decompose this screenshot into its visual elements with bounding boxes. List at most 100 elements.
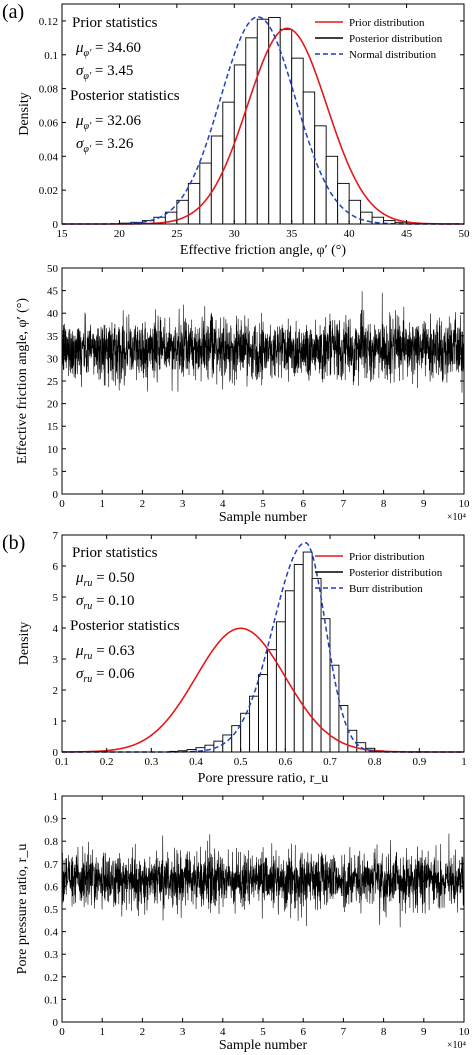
posterior-statistics-title: Posterior statistics [70, 88, 180, 104]
x-tick-label: 9 [421, 1026, 427, 1038]
x-tick-label: 0.3 [144, 756, 158, 768]
legend-label: Burr distribution [349, 583, 423, 595]
x-tick-label: 4 [220, 1026, 226, 1038]
histogram-bar [284, 590, 295, 753]
plot-frame-1 [61, 267, 465, 495]
panel-label: (a) [2, 1, 24, 23]
y-tick-label: 3 [53, 654, 59, 666]
histogram-bar [222, 101, 235, 225]
posterior-mean: μφ′ = 32.06 [75, 113, 141, 132]
y-tick-label: 7 [53, 530, 59, 542]
histogram-bar [249, 695, 259, 753]
x-tick-label: 40 [344, 228, 356, 240]
y-tick-label: 0.06 [39, 117, 59, 129]
y-tick-label: 10 [47, 444, 59, 456]
histogram-bar [291, 57, 304, 225]
x-tick-label: 6 [300, 498, 306, 510]
prior-std: σφ′ = 3.45 [76, 63, 133, 82]
histogram-bar [279, 28, 293, 225]
y-tick-label: 30 [47, 353, 59, 365]
y-tick-label: 50 [47, 263, 59, 275]
x-tick-label: 8 [381, 498, 387, 510]
y-tick-label: 0.1 [44, 994, 58, 1006]
y-tick-label: 4 [53, 623, 59, 635]
x-tick-label: 0.5 [234, 756, 248, 768]
y-tick-label: 45 [47, 286, 59, 298]
plot-frame-3 [61, 795, 465, 1023]
y-tick-label: 20 [47, 399, 59, 411]
legend-label: Prior distribution [349, 551, 425, 563]
plot-frame-0 [61, 3, 465, 225]
histogram-bar [268, 17, 281, 225]
x-tick-label: 0.7 [323, 756, 337, 768]
histogram-bar [199, 162, 212, 225]
y-axis-label: Effective friction angle, φ′ (°) [15, 298, 30, 464]
histogram-bar [210, 135, 224, 225]
histogram-bar [302, 91, 316, 225]
x-tick-label: 0.4 [189, 756, 203, 768]
histogram-bar [176, 199, 189, 225]
posterior-mean: μru = 0.63 [75, 643, 135, 662]
histogram-bar [348, 199, 362, 225]
y-tick-label: 5 [53, 592, 59, 604]
posterior-std: σφ′ = 3.26 [76, 136, 134, 155]
y-tick-label: 0.9 [44, 814, 58, 826]
x-tick-label: 0.6 [278, 756, 292, 768]
x-tick-label: 3 [180, 1026, 186, 1038]
histogram-bar [258, 674, 268, 753]
x-tick-label: 2 [140, 1026, 146, 1038]
posterior-statistics-title: Posterior statistics [70, 618, 180, 634]
y-tick-label: 0.12 [39, 16, 58, 28]
y-tick-label: 35 [47, 331, 59, 343]
histogram-bar [267, 649, 277, 753]
x-tick-label: 8 [381, 1026, 387, 1038]
y-tick-label: 0.4 [44, 927, 58, 939]
x-axis-label: Sample number [219, 1038, 308, 1053]
y-tick-label: 25 [47, 376, 59, 388]
x-tick-label: 10 [459, 498, 471, 510]
y-tick-label: 0.1 [44, 50, 58, 62]
histogram-bar [233, 64, 247, 225]
x-tick-label: 30 [229, 228, 241, 240]
y-tick-label: 0 [53, 489, 59, 501]
x-tick-label: 4 [220, 498, 226, 510]
y-tick-label: 6 [53, 561, 59, 573]
x-axis-label: Sample number [219, 510, 308, 525]
prior-std: σru = 0.10 [76, 593, 135, 612]
x-tick-label: 1 [461, 756, 467, 768]
y-axis-label: Pore pressure ratio, r_u [15, 844, 30, 975]
x-tick-label: 1 [99, 498, 105, 510]
x-tick-label: 7 [341, 1026, 347, 1038]
y-tick-label: 0 [53, 747, 59, 759]
x-tick-label: 1 [99, 1026, 105, 1038]
histogram-bar [325, 155, 339, 225]
x-tick-label: 45 [401, 228, 413, 240]
y-tick-label: 40 [47, 308, 59, 320]
y-tick-label: 0.3 [44, 949, 58, 961]
x-axis-label: Pore pressure ratio, r_u [198, 771, 329, 786]
histogram-bar [240, 712, 251, 753]
x-tick-label: 5 [260, 498, 266, 510]
panel-label: (b) [2, 532, 25, 554]
y-axis-label: Density [17, 622, 32, 666]
x-tick-label: 35 [286, 228, 298, 240]
x-tick-label: 7 [341, 498, 347, 510]
y-tick-label: 0 [53, 1017, 59, 1029]
legend-label: Posterior distribution [349, 567, 443, 579]
histogram-bar [347, 729, 358, 753]
x-tick-label: 0.1 [55, 756, 69, 768]
y-tick-label: 0.6 [44, 881, 58, 893]
x-tick-label: 0 [59, 1026, 65, 1038]
y-tick-label: 0.8 [44, 836, 58, 848]
prior-statistics-title: Prior statistics [72, 545, 158, 561]
y-tick-label: 0 [53, 219, 59, 231]
histogram-bar [302, 551, 313, 753]
y-tick-label: 1 [53, 716, 59, 728]
x-tick-label: 3 [180, 498, 186, 510]
histogram-bar [314, 125, 327, 225]
histogram-bar [293, 564, 304, 753]
x-tick-label: 20 [114, 228, 126, 240]
histogram-bar [275, 621, 286, 753]
y-tick-label: 15 [47, 421, 59, 433]
